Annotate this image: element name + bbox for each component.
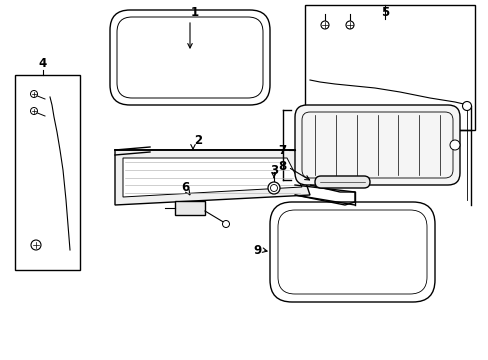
Circle shape [270,185,277,192]
FancyBboxPatch shape [294,105,459,185]
Text: 3: 3 [269,163,278,176]
Circle shape [31,240,41,250]
Polygon shape [115,150,309,205]
Circle shape [267,182,280,194]
Text: 9: 9 [252,243,261,256]
Circle shape [449,140,459,150]
Circle shape [30,90,38,98]
Circle shape [346,21,353,29]
Circle shape [320,21,328,29]
Text: 8: 8 [277,159,285,172]
Bar [15,75,80,270]
Bar [175,201,204,215]
Text: 1: 1 [190,5,199,18]
Circle shape [222,220,229,228]
Text: 7: 7 [277,144,285,157]
Text: 4: 4 [39,57,47,69]
Text: 6: 6 [181,180,189,194]
FancyBboxPatch shape [314,176,369,188]
Text: 2: 2 [194,134,202,147]
Bar [305,5,474,130]
Circle shape [30,108,38,114]
Polygon shape [123,158,302,197]
Text: 5: 5 [380,5,388,18]
Circle shape [462,102,470,111]
